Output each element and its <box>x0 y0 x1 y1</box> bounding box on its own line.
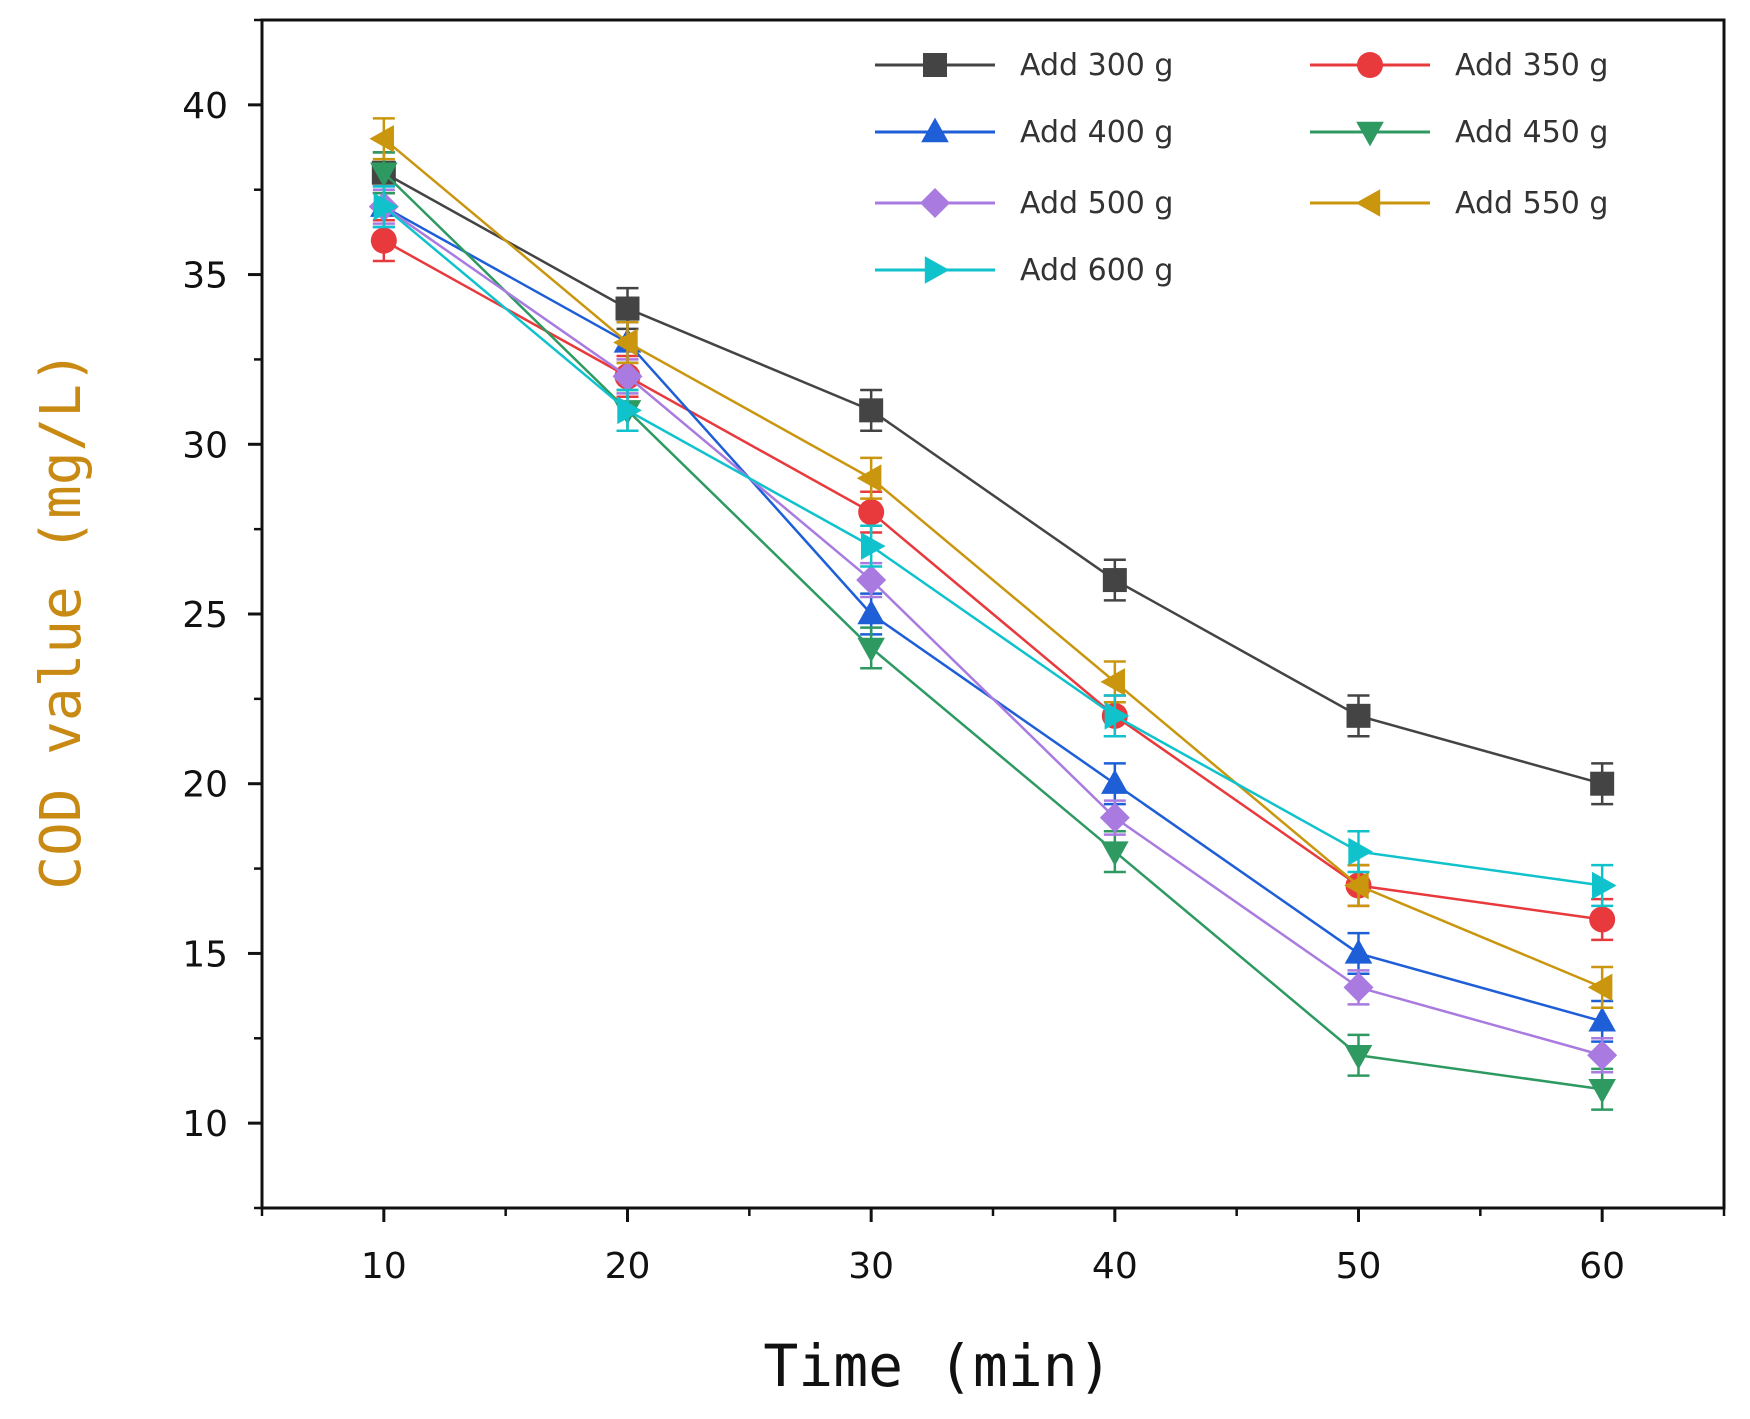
legend: Add 300 g Add 350 g Add 400 g Add 450 g Add … <box>875 48 1608 288</box>
y-tick-label: 10 <box>182 1104 228 1145</box>
series-add-600-g <box>372 185 1617 908</box>
series-line <box>383 205 1603 1057</box>
y-tick-label: 20 <box>182 765 228 806</box>
x-tick-label: 50 <box>1336 1246 1382 1287</box>
data-point <box>1100 668 1126 696</box>
y-axis: 10 15 20 25 30 35 40 <box>182 18 262 1210</box>
data-point <box>1104 702 1130 730</box>
y-tick-label: 35 <box>182 256 228 297</box>
y-tick-label: 30 <box>182 425 228 466</box>
data-point <box>1587 973 1613 1002</box>
data-point <box>1344 939 1373 964</box>
data-point <box>1591 871 1617 900</box>
legend-item: Add 350 g <box>1310 48 1608 83</box>
data-point <box>1589 906 1616 933</box>
data-point <box>856 565 887 596</box>
series-layer <box>368 117 1618 1111</box>
x-axis-title: Time (min) <box>763 1332 1112 1400</box>
data-point <box>1587 1040 1618 1071</box>
legend-marker <box>923 53 947 77</box>
data-point <box>856 464 882 493</box>
legend-label: Add 350 g <box>1455 48 1608 83</box>
legend-marker <box>1355 189 1381 217</box>
series-line <box>383 137 1603 989</box>
y-tick-label: 15 <box>182 934 228 975</box>
data-point <box>615 296 640 321</box>
data-point <box>859 398 884 423</box>
legend-label: Add 550 g <box>1455 186 1608 221</box>
series-add-450-g <box>370 151 1616 1111</box>
legend-item: Add 450 g <box>1310 115 1608 150</box>
data-point <box>1101 841 1129 866</box>
legend-label: Add 500 g <box>1020 186 1173 221</box>
legend-label: Add 300 g <box>1020 48 1173 83</box>
data-point <box>1099 802 1130 833</box>
data-point <box>1344 871 1369 900</box>
data-point <box>1588 1006 1616 1032</box>
legend-label: Add 400 g <box>1020 115 1173 150</box>
x-tick-label: 40 <box>1092 1246 1138 1287</box>
data-point <box>858 499 885 526</box>
legend-marker <box>924 256 950 284</box>
series-add-300-g <box>371 151 1615 806</box>
series-line <box>383 205 1603 887</box>
data-point <box>1588 1079 1616 1104</box>
legend-marker <box>1357 52 1383 78</box>
series-line <box>383 171 1603 785</box>
legend-item: Add 500 g <box>875 186 1173 221</box>
legend-label: Add 600 g <box>1020 253 1173 288</box>
legend-item: Add 550 g <box>1310 186 1608 221</box>
legend-label: Add 450 g <box>1455 115 1608 150</box>
data-point <box>1344 1045 1373 1070</box>
data-point <box>1348 837 1373 866</box>
data-point <box>857 637 885 663</box>
data-point <box>373 192 399 221</box>
data-point <box>370 162 398 188</box>
x-tick-label: 10 <box>361 1246 407 1287</box>
data-point <box>613 328 638 357</box>
data-point <box>1590 771 1615 796</box>
y-axis-title: COD value (mg/L) <box>29 350 94 889</box>
legend-item: Add 600 g <box>875 253 1173 288</box>
legend-marker <box>1356 121 1384 147</box>
data-point <box>1101 769 1129 794</box>
data-point <box>612 361 643 392</box>
data-point <box>617 396 642 425</box>
series-line <box>383 239 1603 921</box>
legend-item: Add 400 g <box>875 115 1173 150</box>
data-point <box>1346 703 1371 728</box>
series-add-550-g <box>369 117 1614 1009</box>
x-tick-label: 30 <box>848 1246 894 1287</box>
legend-item: Add 300 g <box>875 48 1173 83</box>
data-point <box>370 227 397 254</box>
x-axis: 10 20 30 40 50 60 <box>260 1208 1726 1287</box>
legend-marker <box>920 188 950 218</box>
legend-marker <box>921 117 949 143</box>
series-line <box>382 171 1603 1091</box>
data-point <box>369 125 395 153</box>
y-tick-label: 25 <box>182 595 228 636</box>
data-point <box>860 532 886 560</box>
x-tick-label: 60 <box>1579 1246 1625 1287</box>
data-point <box>857 599 885 625</box>
y-tick-label: 40 <box>182 86 228 127</box>
data-point <box>1343 972 1374 1003</box>
data-point <box>1102 568 1127 593</box>
x-tick-label: 20 <box>605 1246 651 1287</box>
